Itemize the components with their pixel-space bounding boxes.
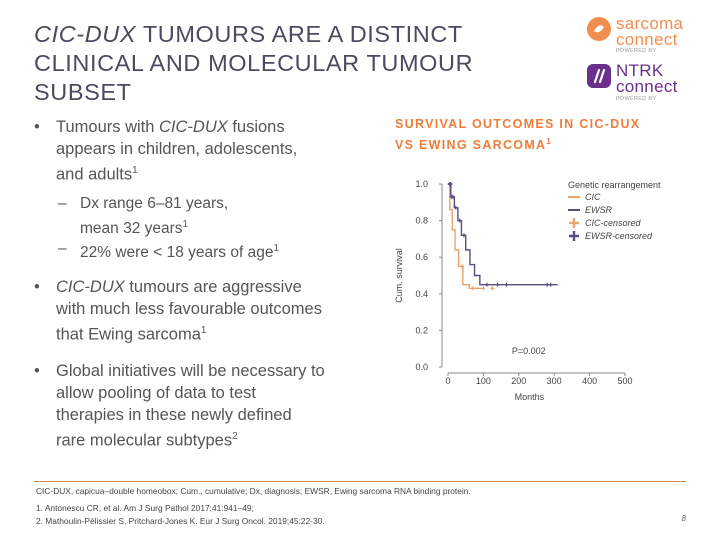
cic-censored-mark [470,286,475,291]
x-tick-label: 300 [547,376,562,386]
bullet-1-pre: Tumours with [56,118,159,136]
subbullet-2-line1: 22% were < 18 years of age [80,244,274,262]
p-value-annotation: P=0.002 [512,346,546,356]
logo2-powered: POWERED BY [616,96,657,102]
ewsr-censored-mark [448,182,453,186]
bullet-1-italic: CIC-DUX [159,118,228,136]
x-tick-label: 200 [511,376,526,386]
legend-plus-3 [569,231,579,241]
subbullet-1-line2: mean 32 years [80,220,183,238]
x-axis-label: Months [515,392,545,402]
survival-chart: 0.0 0.2 0.4 0.6 0.8 1.0 Cum. survival 0 100 200 30… [394,179,661,402]
bullet-2-line2: with much less favourable outcomes [56,300,322,318]
legend-title: Genetic rearrangement [568,180,661,190]
x-tick-label: 0 [445,376,450,386]
legend-label: CIC [585,192,601,202]
bullet-dot: • [34,278,40,296]
y-tick-label: 0.0 [415,362,428,372]
title-line3: SUBSET [34,79,132,105]
bullet-2-sup: 1 [200,325,207,336]
y-axis-label: Cum. survival [394,248,404,303]
y-tick-label: 0.8 [415,216,428,226]
bullet-1-line2: appears in children, adolescents, [56,140,298,158]
x-tick-label: 500 [617,376,632,386]
bullet-3-line1: Global initiatives will be necessary to [56,362,325,380]
ewsr-censored-mark [457,218,462,223]
bullet-2-line3: that Ewing sarcoma [56,325,201,344]
bullet-3-sup: 2 [232,431,238,442]
legend-label: EWSR-censored [585,231,653,241]
ewsr-censored-mark [461,233,466,238]
chart-title-sup: 1 [546,137,553,146]
title-italic: CIC-DUX [34,21,137,47]
cic-censored-mark [490,286,495,291]
logo1-powered: POWERED BY [616,48,657,54]
subbullet-1-sup: 1 [182,219,189,230]
x-tick-label: 400 [582,376,597,386]
ewsr-censored-mark [545,282,550,287]
footnote-divider [34,481,686,482]
legend-plus-2 [569,218,579,228]
title-line1: TUMOURS ARE A DISTINCT [136,21,463,47]
sarcoma-connect-logo: sarcoma connect POWERED BY [586,14,694,54]
y-tick-label: 0.6 [415,252,428,262]
bullet-3-line4: rare molecular subtypes [56,431,233,450]
bullet-1-sup: 1 [132,165,138,176]
ewsr-censored-mark [450,194,455,199]
dash-marker: – [58,195,67,212]
series-line-cic [448,183,482,290]
ewsr-censored-mark [548,282,553,287]
logo1-word1: sarcoma [616,14,684,33]
bullet-dot: • [34,118,40,136]
chart-title: SURVIVAL OUTCOMES IN CIC-DUX VS EWING SA… [395,116,695,154]
subbullet-1-line1: Dx range 6–81 years, [80,195,229,212]
bullet-2-post: tumours are aggressive [124,278,302,296]
footnote-ref1: 1. Antonescu CR, et al. Am J Surg Pathol… [36,503,254,513]
y-tick-label: 0.2 [415,325,428,335]
page-number: 8 [681,514,686,523]
footnote-abbrev: CIC-DUX, capicua–double homeobox; Cum., … [36,486,471,496]
ewsr-censored-mark [484,282,489,287]
bullet-1-post: fusions [227,118,285,136]
sarcoma-logo-icon [587,17,611,41]
dash-marker: – [58,240,67,257]
ewsr-censored-mark [453,205,458,210]
legend-label: CIC-censored [585,218,642,228]
bullet-1-line3: and adults [56,165,133,184]
ewsr-censored-mark [495,282,500,287]
bullet-dot: • [34,362,40,380]
ntrk-connect-logo: NTRK connect POWERED BY [586,60,694,104]
logo2-word2: connect [616,77,678,96]
logo2-word1: NTRK [616,61,664,80]
y-tick-label: 0.4 [415,289,428,299]
bullet-2-italic: CIC-DUX [56,278,125,296]
ntrk-logo-icon [587,64,611,88]
subbullet-2-sup: 1 [273,243,280,254]
cic-censored-mark [460,264,465,269]
bullet-3-line3: therapies in these newly defined [56,406,292,424]
y-tick-label: 1.0 [415,179,428,189]
legend-label: EWSR [585,205,613,215]
chart-title-line2: VS EWING SARCOMA [395,138,547,153]
logo1-word2: connect [616,30,678,49]
x-tick-label: 100 [476,376,491,386]
ewsr-censored-mark [504,282,509,287]
slide-title: CIC-DUX TUMOURS ARE A DISTINCT CLINICAL … [34,20,554,107]
bullet-3-line2: allow pooling of data to test [56,384,256,402]
footnote-ref2: 2. Mathoulin-Pélissier S, Pritchard-Jone… [36,516,325,526]
title-line2: CLINICAL AND MOLECULAR TUMOUR [34,50,474,76]
chart-title-line1: SURVIVAL OUTCOMES IN CIC-DUX [395,117,641,131]
cic-censored-mark [481,286,486,291]
